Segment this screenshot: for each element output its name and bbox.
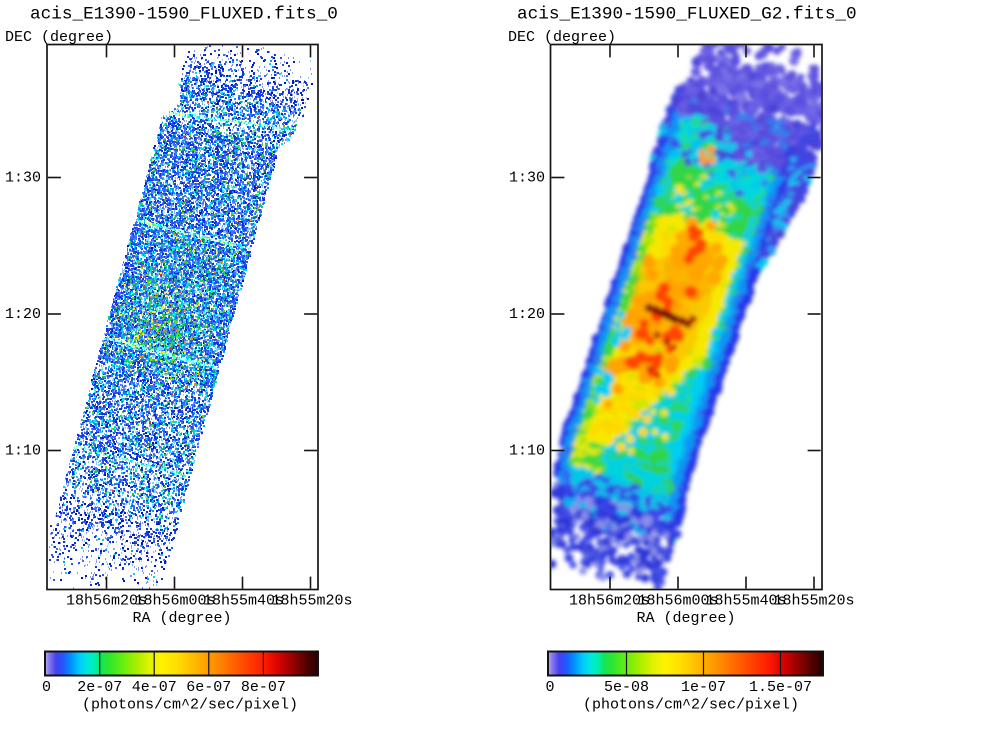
- svg-text:RA (degree): RA (degree): [132, 610, 231, 627]
- svg-text:0: 0: [42, 679, 51, 696]
- svg-text:1:30: 1:30: [5, 170, 41, 187]
- svg-text:(photons/cm^2/sec/pixel): (photons/cm^2/sec/pixel): [583, 697, 799, 714]
- svg-text:18h56m00s: 18h56m00s: [637, 593, 718, 610]
- svg-text:4e-07: 4e-07: [132, 679, 177, 696]
- svg-text:18h56m20s: 18h56m20s: [569, 593, 650, 610]
- svg-text:8e-07: 8e-07: [241, 679, 286, 696]
- svg-text:DEC (degree): DEC (degree): [508, 29, 616, 46]
- svg-text:18h56m00s: 18h56m00s: [134, 593, 215, 610]
- svg-text:(photons/cm^2/sec/pixel): (photons/cm^2/sec/pixel): [82, 697, 298, 714]
- svg-text:1:30: 1:30: [509, 170, 545, 187]
- svg-text:6e-07: 6e-07: [186, 679, 231, 696]
- svg-text:0: 0: [545, 679, 554, 696]
- svg-text:18h55m20s: 18h55m20s: [271, 593, 352, 610]
- svg-text:2e-07: 2e-07: [77, 679, 122, 696]
- svg-text:1.5e-07: 1.5e-07: [749, 679, 812, 696]
- svg-text:1:10: 1:10: [5, 443, 41, 460]
- svg-text:acis_E1390-1590_FLUXED_G2.fits: acis_E1390-1590_FLUXED_G2.fits_0: [517, 5, 857, 25]
- svg-text:18h55m20s: 18h55m20s: [773, 593, 854, 610]
- svg-text:18h56m20s: 18h56m20s: [66, 593, 147, 610]
- svg-text:18h55m40s: 18h55m40s: [203, 593, 284, 610]
- svg-text:18h55m40s: 18h55m40s: [705, 593, 786, 610]
- svg-text:1:20: 1:20: [5, 306, 41, 323]
- svg-text:1e-07: 1e-07: [681, 679, 726, 696]
- svg-text:acis_E1390-1590_FLUXED.fits_0: acis_E1390-1590_FLUXED.fits_0: [30, 5, 338, 25]
- svg-text:5e-08: 5e-08: [604, 679, 649, 696]
- svg-text:DEC (degree): DEC (degree): [5, 29, 113, 46]
- svg-text:RA (degree): RA (degree): [636, 610, 735, 627]
- svg-text:1:10: 1:10: [509, 443, 545, 460]
- svg-text:1:20: 1:20: [509, 306, 545, 323]
